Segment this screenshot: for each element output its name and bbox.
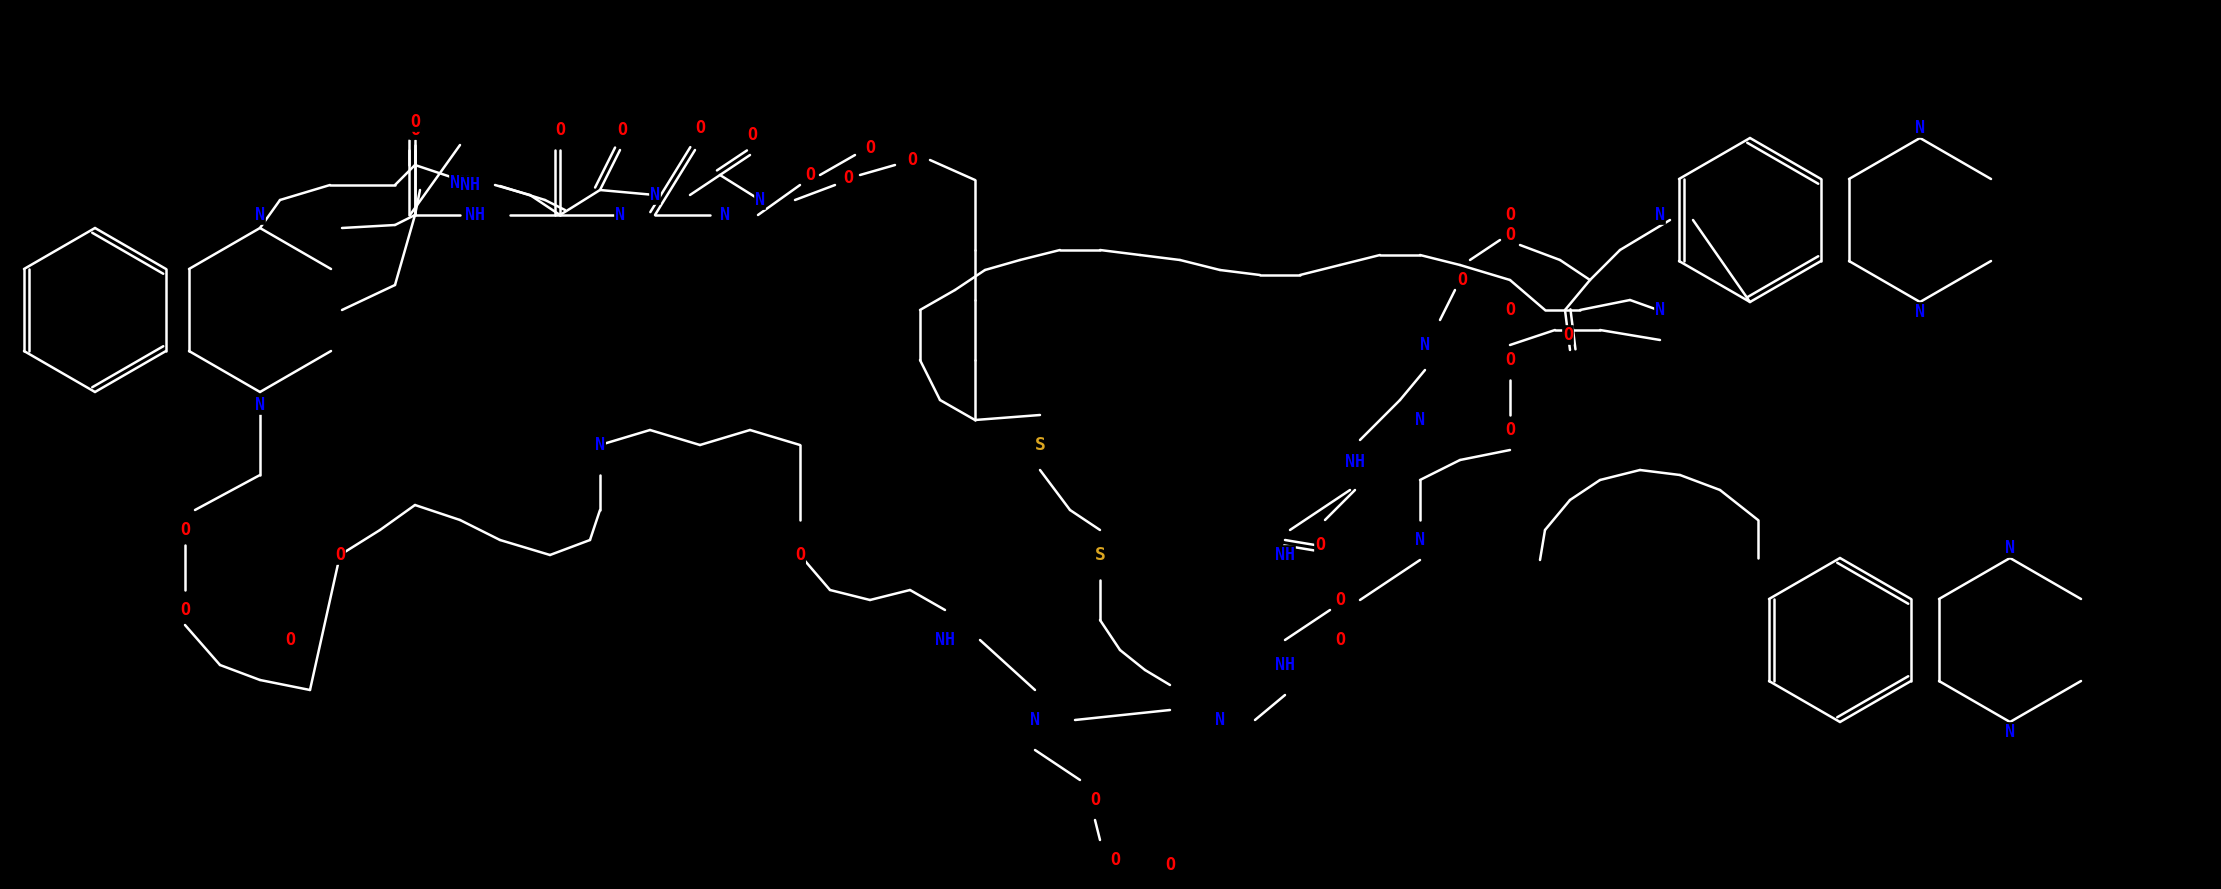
Text: O: O [1110,851,1119,869]
Text: N: N [651,186,660,204]
Text: O: O [1506,351,1515,369]
Text: O: O [844,169,853,187]
Text: S: S [1035,436,1046,454]
Text: N: N [1655,206,1666,224]
Text: O: O [795,546,804,564]
Text: N: N [1915,303,1926,321]
Text: O: O [795,546,804,564]
Text: O: O [1506,301,1515,319]
Text: NH: NH [460,176,480,194]
Text: O: O [335,546,344,564]
Text: O: O [180,521,191,539]
Text: O: O [906,151,917,169]
Text: O: O [411,121,420,139]
Text: N: N [1915,119,1926,137]
Text: N: N [2006,723,2014,741]
Text: O: O [284,631,295,649]
Text: NH: NH [1275,546,1295,564]
Text: N: N [595,436,604,454]
Text: O: O [1091,791,1099,809]
Text: N: N [1415,531,1426,549]
Text: O: O [1315,536,1326,554]
Text: O: O [411,113,420,131]
Text: NH: NH [451,174,471,192]
Text: O: O [1091,791,1099,809]
Text: NH: NH [1275,656,1295,674]
Text: N: N [720,206,731,224]
Text: O: O [617,121,626,139]
Text: N: N [1031,711,1039,729]
Text: N: N [255,396,264,414]
Text: N: N [755,191,764,209]
Text: N: N [255,206,264,224]
Text: N: N [1215,711,1226,729]
Text: NH: NH [935,631,955,649]
Text: O: O [555,121,564,139]
Text: NH: NH [935,631,955,649]
Text: O: O [804,166,815,184]
Text: N: N [1031,711,1039,729]
Text: S: S [1095,546,1106,564]
Text: N: N [1419,336,1430,354]
Text: N: N [1215,711,1226,729]
Text: O: O [1506,421,1515,439]
Text: O: O [1457,271,1468,289]
Text: O: O [746,126,757,144]
Text: N: N [2006,539,2014,557]
Text: N: N [615,206,624,224]
Text: O: O [1506,226,1515,244]
Text: S: S [1095,546,1106,564]
Text: O: O [1335,631,1346,649]
Text: N: N [1655,301,1666,319]
Text: O: O [1564,326,1572,344]
Text: S: S [1035,436,1046,454]
Text: O: O [180,601,191,619]
Text: NH: NH [464,206,484,224]
Text: O: O [1166,856,1175,874]
Text: N: N [1415,411,1426,429]
Text: N: N [595,436,604,454]
Text: NH: NH [1346,453,1366,471]
Text: O: O [864,139,875,157]
Text: O: O [1335,591,1346,609]
Text: O: O [1506,206,1515,224]
Text: O: O [695,119,704,137]
